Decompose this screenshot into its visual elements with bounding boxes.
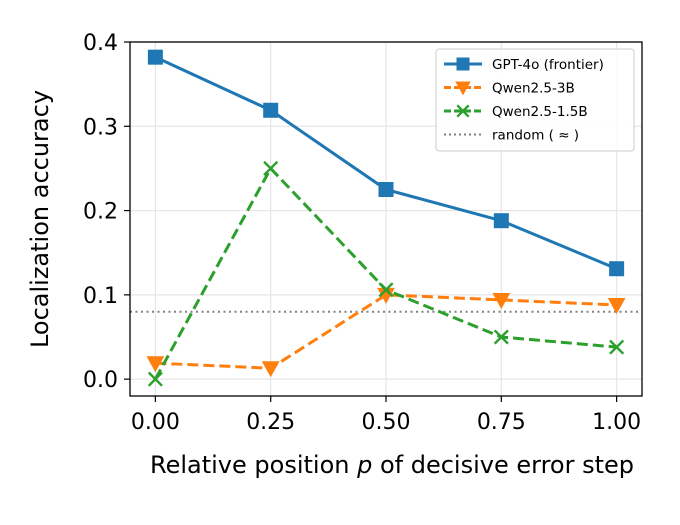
legend-box [435,48,635,152]
y-tick-label: 0.1 [83,284,118,309]
legend-label: random ( ≈ ) [492,128,579,144]
legend-swatch-marker [456,57,470,71]
x-tick-label: 0.00 [131,410,180,435]
x-tick-label: 0.75 [477,410,526,435]
y-tick-label: 0.4 [83,31,118,56]
data-point-qwen-3b [261,361,280,378]
y-axis-title: Localization accuracy [26,90,54,348]
legend-swatch-marker [456,104,470,118]
series-layer [146,49,626,387]
data-point-qwen-3b [492,292,511,309]
x-tick-label: 0.25 [246,410,295,435]
x-axis-title-prefix: Relative position [150,451,357,479]
x-tick-label: 0.50 [362,410,411,435]
legend-swatch-marker [455,81,471,96]
legend-label: Qwen2.5-1.5B [492,104,588,120]
x-axis-title-suffix: of decisive error step [372,451,634,479]
data-point-qwen-1-5b [147,371,163,387]
data-point-gpt-4o [263,102,279,118]
data-point-qwen-3b [607,298,626,315]
y-tick-label: 0.3 [83,115,118,140]
y-tick-label: 0.2 [83,200,118,225]
tick-layer: 0.00 0.25 0.50 0.75 1.00 0.0 0.1 0.2 0.3 0.4 [83,31,641,435]
series-gpt-4o [147,49,625,277]
legend: GPT-4o (frontier) Qwen2.5-3B Qwen2.5-1.5B r… [435,48,635,152]
legend-label: Qwen2.5-3B [492,81,575,97]
data-point-qwen-1-5b [263,160,279,176]
legend-label: GPT-4o (frontier) [492,57,604,73]
y-tick-label: 0.0 [83,368,118,393]
series-line-qwen-3b [155,293,617,370]
data-point-qwen-3b [146,356,165,373]
series-qwen-3b [146,287,626,378]
data-point-qwen-1-5b [609,339,625,355]
x-axis-title: Relative position p of decisive error st… [150,451,634,479]
series-qwen-1-5b [147,160,625,387]
x-tick-label: 1.00 [592,410,641,435]
data-point-gpt-4o [378,182,394,197]
data-point-gpt-4o [609,261,625,277]
data-point-gpt-4o [493,213,509,229]
data-point-gpt-4o [147,49,163,65]
x-axis-title-variable: p [356,451,372,479]
data-point-qwen-1-5b [378,282,394,298]
data-point-qwen-1-5b [493,329,509,345]
